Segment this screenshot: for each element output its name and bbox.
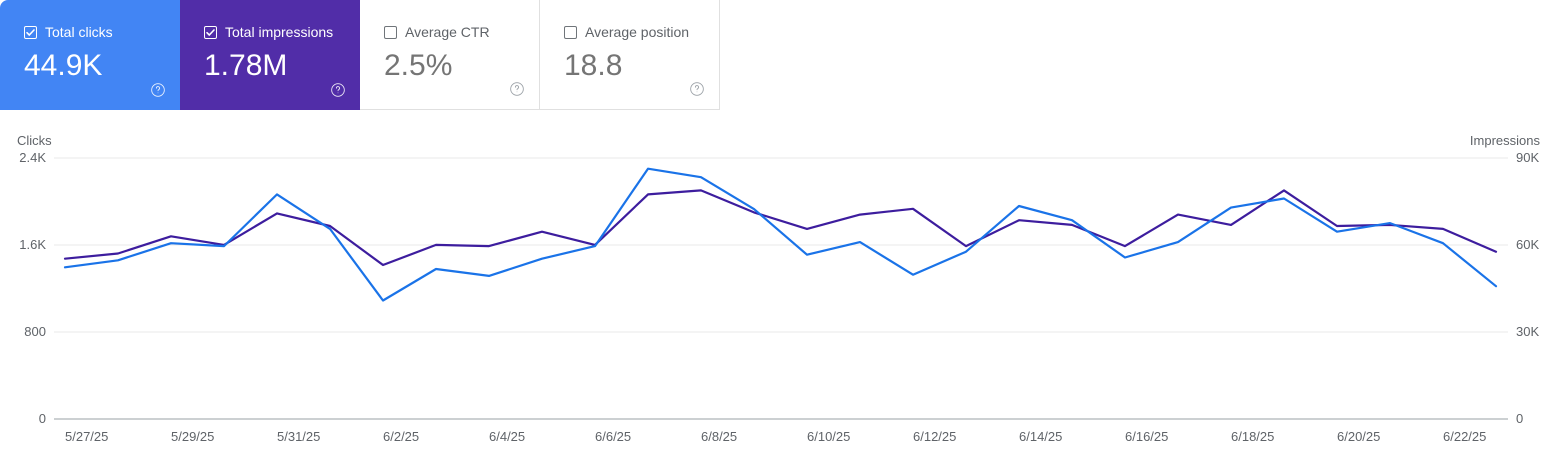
svg-text:6/14/25: 6/14/25 (1019, 429, 1062, 444)
svg-text:6/2/25: 6/2/25 (383, 429, 419, 444)
svg-text:6/8/25: 6/8/25 (701, 429, 737, 444)
svg-text:6/20/25: 6/20/25 (1337, 429, 1380, 444)
svg-text:6/12/25: 6/12/25 (913, 429, 956, 444)
svg-text:6/16/25: 6/16/25 (1125, 429, 1168, 444)
svg-text:6/18/25: 6/18/25 (1231, 429, 1274, 444)
svg-text:0: 0 (39, 411, 46, 426)
svg-text:5/29/25: 5/29/25 (171, 429, 214, 444)
svg-text:6/6/25: 6/6/25 (595, 429, 631, 444)
svg-text:6/4/25: 6/4/25 (489, 429, 525, 444)
svg-text:60K: 60K (1516, 237, 1539, 252)
svg-text:5/27/25: 5/27/25 (65, 429, 108, 444)
svg-text:2.4K: 2.4K (19, 150, 46, 165)
svg-text:6/10/25: 6/10/25 (807, 429, 850, 444)
svg-text:800: 800 (24, 324, 46, 339)
svg-text:5/31/25: 5/31/25 (277, 429, 320, 444)
svg-text:30K: 30K (1516, 324, 1539, 339)
svg-text:0: 0 (1516, 411, 1523, 426)
svg-text:90K: 90K (1516, 150, 1539, 165)
svg-text:1.6K: 1.6K (19, 237, 46, 252)
svg-text:6/22/25: 6/22/25 (1443, 429, 1486, 444)
